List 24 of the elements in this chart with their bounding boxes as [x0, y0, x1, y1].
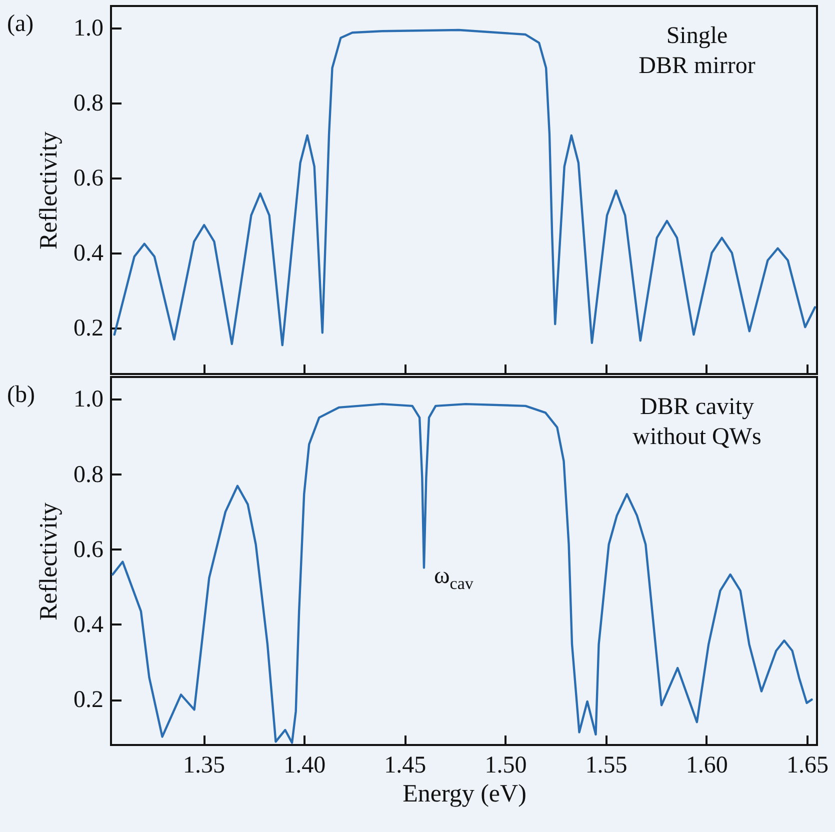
y-tick-label: 1.0	[74, 386, 104, 413]
x-tick-label: 1.65	[786, 752, 828, 778]
x-tick-label: 1.50	[484, 752, 527, 778]
x-tick-label: 1.55	[585, 752, 628, 778]
y-tick-label: 0.8	[74, 462, 104, 488]
y-tick-label: 0.2	[74, 315, 104, 342]
x-axis-title: Energy (eV)	[402, 780, 526, 808]
y-tick-label: 0.4	[74, 612, 104, 638]
y-axis-title: Reflectivity	[36, 131, 62, 250]
y-tick-label: 1.0	[74, 15, 104, 42]
x-tick-label: 1.45	[384, 752, 426, 778]
y-tick-label: 0.6	[74, 536, 104, 563]
y-tick-label: 0.2	[74, 687, 104, 714]
chart-title: (b)	[7, 382, 35, 408]
annotation: DBR cavity without QWs	[632, 394, 762, 450]
y-axis-title: Reflectivity	[36, 502, 62, 621]
x-tick-label: 1.60	[686, 752, 728, 778]
annotation: Single DBR mirror	[638, 23, 756, 79]
x-tick-label: 1.40	[284, 752, 326, 778]
x-tick-label: 1.35	[183, 752, 226, 778]
y-tick-label: 0.4	[74, 240, 104, 266]
chart-title: (a)	[7, 11, 34, 37]
y-tick-label: 0.6	[74, 165, 104, 192]
y-tick-label: 0.8	[74, 90, 104, 116]
